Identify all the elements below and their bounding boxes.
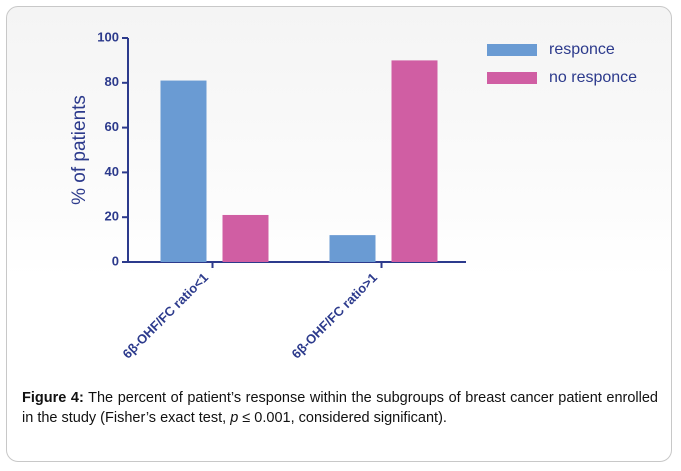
- bar: [329, 235, 376, 262]
- x-tick-label: 6β-OHF/FC ratio<1: [119, 270, 211, 362]
- y-tick-label: 0: [112, 253, 119, 268]
- y-tick-label: 20: [105, 209, 119, 224]
- legend-label: responce: [549, 41, 615, 58]
- y-tick-label: 80: [105, 74, 119, 89]
- x-tick-label: 6β-OHF/FC ratio>1: [288, 270, 380, 362]
- figure-frame: [6, 6, 672, 462]
- caption-text: The percent of patient’s response within…: [22, 390, 658, 426]
- y-tick-label: 40: [105, 164, 119, 179]
- caption-italic: p: [230, 410, 239, 426]
- bar: [160, 80, 207, 262]
- bar: [391, 60, 438, 263]
- caption: Figure 4: The percent of patient’s respo…: [22, 388, 658, 428]
- y-axis-title: % of patients: [69, 95, 90, 205]
- y-tick-label: 60: [105, 119, 119, 134]
- legend-label: no responce: [549, 69, 637, 86]
- y-tick-label: 100: [97, 29, 119, 44]
- legend-swatch: [487, 44, 537, 56]
- caption-label: Figure 4:: [22, 390, 84, 406]
- caption-text: ≤ 0.001, considered significant).: [238, 410, 447, 426]
- bar: [222, 214, 269, 262]
- legend-swatch: [487, 72, 537, 84]
